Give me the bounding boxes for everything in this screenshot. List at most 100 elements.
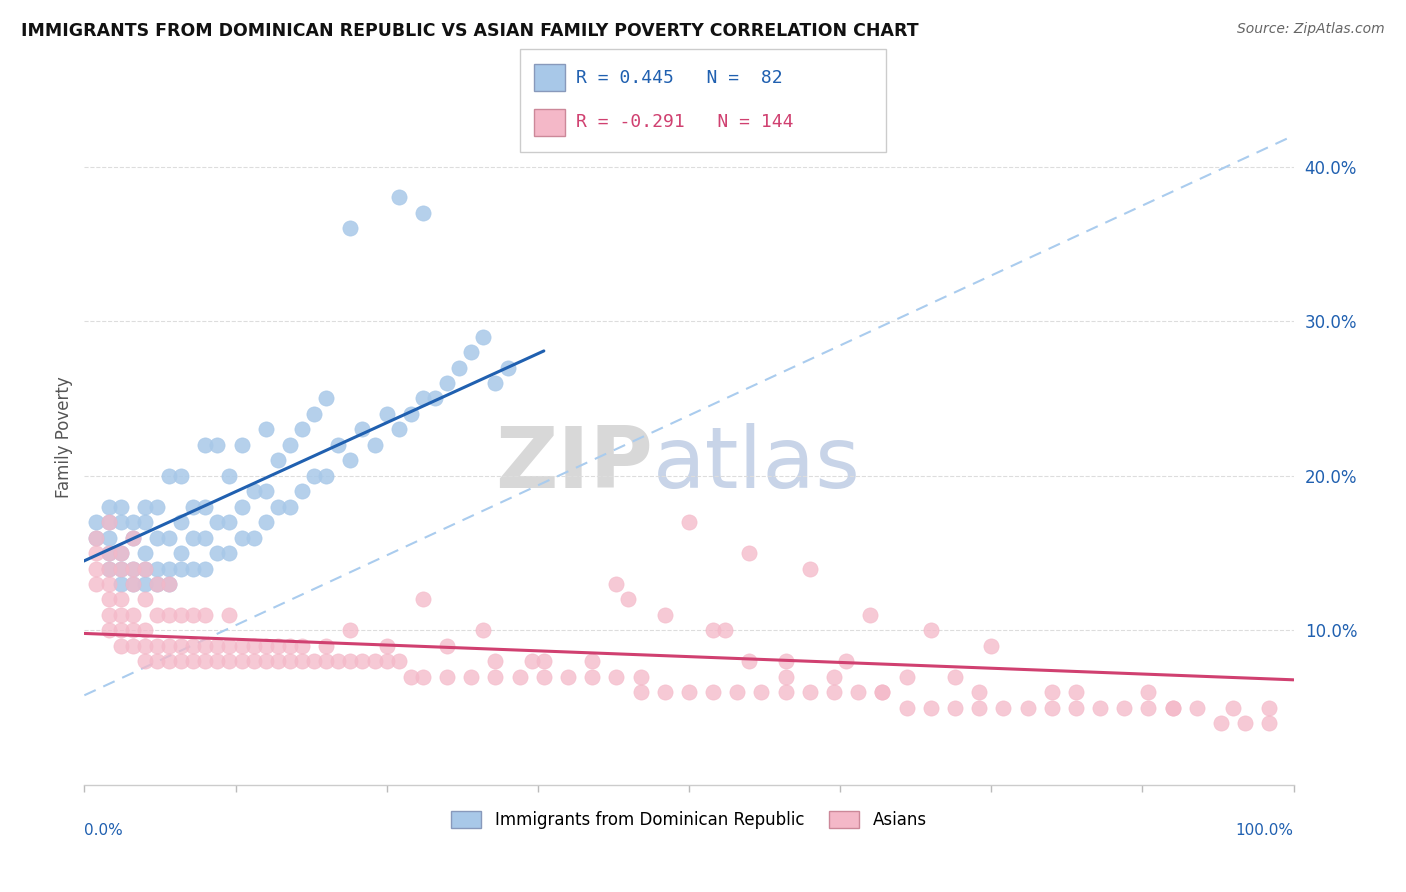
Point — [1234, 716, 1257, 731]
Point — [533, 654, 555, 668]
Point — [110, 515, 132, 529]
Point — [302, 468, 325, 483]
Point — [702, 624, 724, 638]
Point — [254, 515, 277, 529]
Point — [207, 639, 229, 653]
Point — [388, 654, 411, 668]
Point — [630, 685, 652, 699]
Text: R = -0.291   N = 144: R = -0.291 N = 144 — [576, 113, 794, 131]
Point — [110, 607, 132, 622]
Point — [654, 607, 676, 622]
Point — [86, 561, 108, 575]
Point — [291, 639, 314, 653]
Point — [134, 654, 156, 668]
Y-axis label: Family Poverty: Family Poverty — [55, 376, 73, 498]
Point — [170, 639, 193, 653]
Point — [242, 639, 264, 653]
Point — [157, 577, 180, 591]
Point — [363, 654, 385, 668]
Point — [134, 592, 156, 607]
Point — [339, 221, 361, 235]
Text: Source: ZipAtlas.com: Source: ZipAtlas.com — [1237, 22, 1385, 37]
Point — [207, 654, 229, 668]
Point — [146, 500, 169, 514]
Point — [1258, 716, 1281, 731]
Point — [207, 438, 229, 452]
Point — [1114, 700, 1136, 714]
Point — [181, 639, 204, 653]
Point — [242, 654, 264, 668]
Point — [97, 546, 120, 560]
Point — [943, 700, 966, 714]
Point — [134, 515, 156, 529]
Point — [1064, 685, 1087, 699]
Point — [509, 670, 531, 684]
Point — [738, 654, 761, 668]
Point — [157, 468, 180, 483]
Point — [146, 561, 169, 575]
Point — [1040, 700, 1063, 714]
Point — [920, 624, 942, 638]
Point — [157, 639, 180, 653]
Point — [278, 500, 301, 514]
Point — [170, 468, 193, 483]
Point — [967, 700, 990, 714]
Point — [146, 654, 169, 668]
Point — [218, 607, 240, 622]
Point — [194, 438, 217, 452]
Point — [134, 624, 156, 638]
Point — [110, 546, 132, 560]
Point — [484, 670, 506, 684]
Point — [412, 592, 434, 607]
Point — [134, 561, 156, 575]
Point — [207, 546, 229, 560]
Point — [134, 500, 156, 514]
Text: 0.0%: 0.0% — [84, 823, 124, 838]
Point — [97, 592, 120, 607]
Point — [896, 700, 918, 714]
Point — [315, 468, 337, 483]
Point — [1137, 700, 1160, 714]
Text: atlas: atlas — [652, 424, 860, 507]
Point — [121, 577, 143, 591]
Point — [194, 531, 217, 545]
Point — [1161, 700, 1184, 714]
Point — [678, 515, 700, 529]
Point — [121, 561, 143, 575]
Point — [194, 639, 217, 653]
Point — [110, 577, 132, 591]
Point — [980, 639, 1002, 653]
Point — [291, 484, 314, 499]
Point — [1040, 685, 1063, 699]
Point — [678, 685, 700, 699]
Point — [412, 670, 434, 684]
Point — [194, 607, 217, 622]
Point — [218, 546, 240, 560]
Point — [86, 531, 108, 545]
Point — [920, 700, 942, 714]
Point — [1137, 685, 1160, 699]
Point — [254, 639, 277, 653]
Point — [97, 531, 120, 545]
Point — [157, 607, 180, 622]
Point — [157, 577, 180, 591]
Point — [146, 531, 169, 545]
Point — [775, 670, 797, 684]
Point — [146, 607, 169, 622]
Text: IMMIGRANTS FROM DOMINICAN REPUBLIC VS ASIAN FAMILY POVERTY CORRELATION CHART: IMMIGRANTS FROM DOMINICAN REPUBLIC VS AS… — [21, 22, 918, 40]
Point — [121, 561, 143, 575]
Point — [315, 392, 337, 406]
Point — [399, 407, 422, 421]
Point — [134, 561, 156, 575]
Point — [194, 500, 217, 514]
Point — [170, 607, 193, 622]
Text: R = 0.445   N =  82: R = 0.445 N = 82 — [576, 69, 783, 87]
Text: ZIP: ZIP — [495, 424, 652, 507]
Point — [170, 515, 193, 529]
Point — [436, 376, 458, 390]
Point — [302, 654, 325, 668]
Point — [823, 670, 845, 684]
Point — [231, 500, 253, 514]
Point — [231, 438, 253, 452]
Point — [97, 624, 120, 638]
